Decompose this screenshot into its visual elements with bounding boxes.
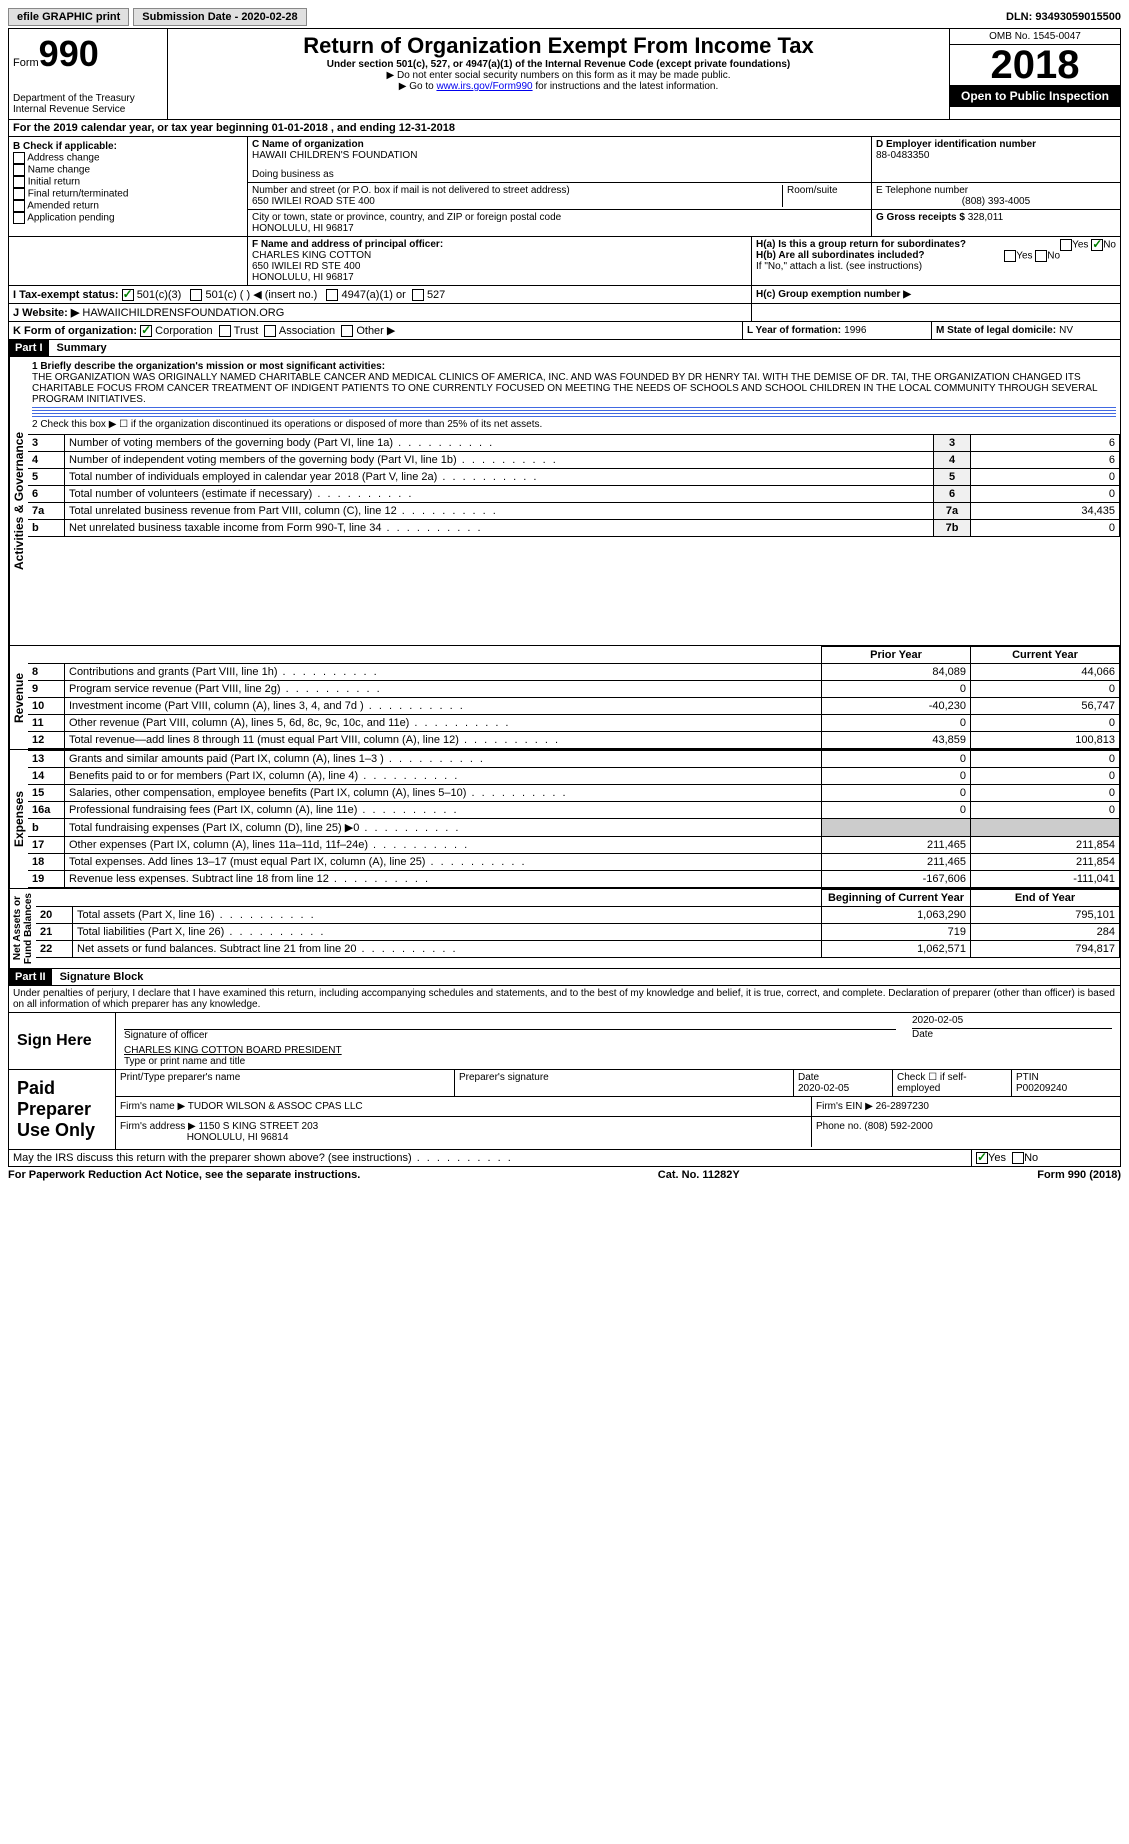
footer: For Paperwork Reduction Act Notice, see … — [8, 1167, 1121, 1183]
vlabel-expenses: Expenses — [9, 750, 28, 888]
line-a: For the 2019 calendar year, or tax year … — [8, 120, 1121, 137]
part2-header: Part II Signature Block — [8, 969, 1121, 986]
dept-label: Department of the Treasury Internal Reve… — [13, 93, 163, 115]
vlabel-revenue: Revenue — [9, 646, 28, 749]
form-subtitle: Under section 501(c), 527, or 4947(a)(1)… — [172, 59, 945, 70]
form-note2: ▶ Go to www.irs.gov/Form990 for instruct… — [172, 81, 945, 92]
ha-no[interactable] — [1091, 239, 1103, 251]
officer-addr2: HONOLULU, HI 96817 — [252, 272, 747, 283]
expenses-block: Expenses 13Grants and similar amounts pa… — [8, 750, 1121, 889]
tax-year: 2018 — [950, 45, 1120, 85]
paid-preparer-block: Paid Preparer Use Only Print/Type prepar… — [8, 1070, 1121, 1150]
row-klm: K Form of organization: Corporation Trus… — [8, 322, 1121, 340]
governance-table: 3Number of voting members of the governi… — [28, 434, 1120, 537]
chk-assoc[interactable] — [264, 325, 276, 337]
phone-value: (808) 393-4005 — [876, 196, 1116, 207]
chk-amended[interactable]: Amended return — [13, 200, 243, 212]
form-title: Return of Organization Exempt From Incom… — [172, 33, 945, 59]
chk-4947[interactable] — [326, 289, 338, 301]
revenue-table: Prior YearCurrent Year8Contributions and… — [28, 646, 1120, 749]
room-label: Room/suite — [782, 185, 867, 207]
q1-label: 1 Briefly describe the organization's mi… — [32, 361, 1116, 372]
dln-label: DLN: 93493059015500 — [1006, 11, 1121, 23]
vlabel-netassets: Net Assets or Fund Balances — [9, 889, 36, 968]
website-value: HAWAIICHILDRENSFOUNDATION.ORG — [82, 307, 284, 319]
chk-trust[interactable] — [219, 325, 231, 337]
box-e-label: E Telephone number — [876, 185, 1116, 196]
form-header: Form990 Department of the Treasury Inter… — [8, 28, 1121, 120]
submission-button[interactable]: Submission Date - 2020-02-28 — [133, 8, 306, 26]
row-j: J Website: ▶ HAWAIICHILDRENSFOUNDATION.O… — [8, 304, 1121, 322]
org-name: HAWAII CHILDREN'S FOUNDATION — [252, 150, 867, 161]
firm-ein: 26-2897230 — [876, 1101, 929, 1112]
box-b: B Check if applicable: Address change Na… — [9, 137, 248, 236]
form-note1: ▶ Do not enter social security numbers o… — [172, 70, 945, 81]
q2-text: 2 Check this box ▶ ☐ if the organization… — [32, 419, 1116, 430]
perjury-text: Under penalties of perjury, I declare th… — [8, 986, 1121, 1013]
discuss-yes[interactable] — [976, 1152, 988, 1164]
ha-yes[interactable] — [1060, 239, 1072, 251]
section-identity: B Check if applicable: Address change Na… — [8, 137, 1121, 237]
sig-date: 2020-02-05 — [912, 1015, 1112, 1026]
chk-501c3[interactable] — [122, 289, 134, 301]
dba-label: Doing business as — [252, 169, 867, 180]
box-f-label: F Name and address of principal officer: — [252, 239, 747, 250]
officer-printed: CHARLES KING COTTON BOARD PRESIDENT — [124, 1045, 1112, 1056]
chk-pending[interactable]: Application pending — [13, 212, 243, 224]
vlabel-governance: Activities & Governance — [9, 357, 28, 645]
street-label: Number and street (or P.O. box if mail i… — [252, 185, 782, 196]
box-g-label: G Gross receipts $ — [876, 212, 965, 223]
expenses-table: 13Grants and similar amounts paid (Part … — [28, 750, 1120, 888]
discuss-row: May the IRS discuss this return with the… — [8, 1150, 1121, 1167]
state-domicile: NV — [1059, 325, 1073, 336]
officer-addr1: 650 IWILEI RD STE 400 — [252, 261, 747, 272]
top-bar: efile GRAPHIC print Submission Date - 20… — [8, 8, 1121, 26]
box-c-label: C Name of organization — [252, 139, 867, 150]
ein-value: 88-0483350 — [876, 150, 1116, 161]
chk-other[interactable] — [341, 325, 353, 337]
irs-link[interactable]: www.irs.gov/Form990 — [436, 81, 532, 92]
row-i: I Tax-exempt status: 501(c)(3) 501(c) ( … — [8, 286, 1121, 304]
netassets-table: Beginning of Current YearEnd of Year20To… — [36, 889, 1120, 958]
hb-no[interactable] — [1035, 250, 1047, 262]
row-fh: F Name and address of principal officer:… — [8, 237, 1121, 286]
chk-corp[interactable] — [140, 325, 152, 337]
netassets-block: Net Assets or Fund Balances Beginning of… — [8, 889, 1121, 969]
sign-here-block: Sign Here Signature of officer 2020-02-0… — [8, 1013, 1121, 1070]
form-number: 990 — [39, 33, 99, 74]
governance-block: Activities & Governance 1 Briefly descri… — [8, 357, 1121, 646]
year-formation: 1996 — [844, 325, 866, 336]
city-label: City or town, state or province, country… — [252, 212, 867, 223]
chk-initial[interactable]: Initial return — [13, 176, 243, 188]
firm-phone: (808) 592-2000 — [864, 1121, 932, 1132]
chk-name[interactable]: Name change — [13, 164, 243, 176]
hb-yes[interactable] — [1004, 250, 1016, 262]
discuss-no[interactable] — [1012, 1152, 1024, 1164]
part1-header: Part I Summary — [8, 340, 1121, 357]
inspection-label: Open to Public Inspection — [950, 85, 1120, 107]
revenue-block: Revenue Prior YearCurrent Year8Contribut… — [8, 646, 1121, 750]
firm-name: TUDOR WILSON & ASSOC CPAS LLC — [188, 1101, 363, 1112]
chk-address[interactable]: Address change — [13, 152, 243, 164]
box-d-label: D Employer identification number — [876, 139, 1116, 150]
chk-501c[interactable] — [190, 289, 202, 301]
form-word: Form — [13, 57, 39, 69]
street-value: 650 IWILEI ROAD STE 400 — [252, 196, 782, 207]
gross-receipts: 328,011 — [968, 212, 1003, 223]
city-value: HONOLULU, HI 96817 — [252, 223, 867, 234]
efile-button[interactable]: efile GRAPHIC print — [8, 8, 129, 26]
officer-name: CHARLES KING COTTON — [252, 250, 747, 261]
chk-final[interactable]: Final return/terminated — [13, 188, 243, 200]
chk-527[interactable] — [412, 289, 424, 301]
ptin-value: P00209240 — [1016, 1083, 1067, 1094]
q1-text: THE ORGANIZATION WAS ORIGINALLY NAMED CH… — [32, 372, 1116, 405]
